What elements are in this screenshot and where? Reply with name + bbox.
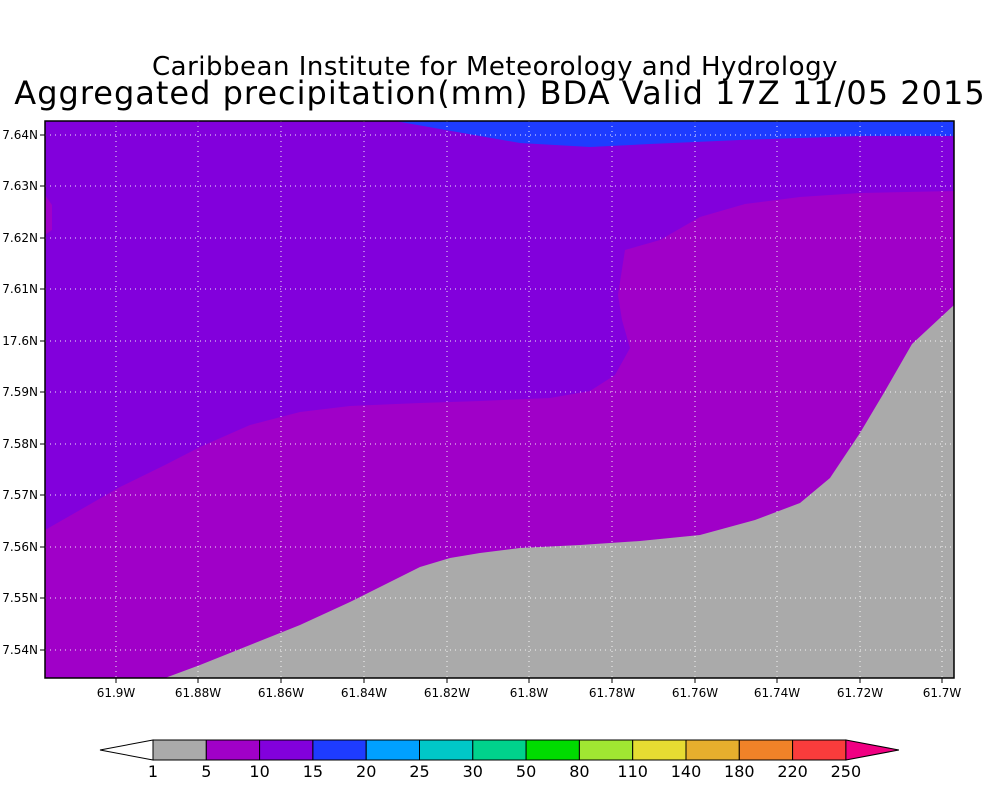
colorbar-under-arrow [99,739,154,761]
map-frame [44,120,955,679]
colorbar-segment [792,739,847,761]
colorbar-label: 110 [617,762,648,781]
lon-tick-label: 61.9W [97,686,136,700]
colorbar-segment [578,739,634,761]
colorbar-segment [152,739,207,761]
colorbar-label: 140 [671,762,702,781]
latitude-axis: 7.64N 7.63N 7.62N 7.61N 17.6N 7.59N 7.58N 7.57N… [2,128,45,657]
lon-tick-label: 61.76W [672,686,718,700]
colorbar-segment [525,739,580,761]
region-1-5mm [165,305,954,678]
lat-tick-label: 7.62N [2,231,38,245]
lat-tick-label: 7.64N [2,128,38,142]
colorbar-over-arrow [845,739,899,761]
colorbar-segment [632,739,687,761]
lat-tick-label: 7.59N [2,385,38,399]
lat-tick-label: 7.63N [2,179,38,193]
lat-tick-label: 7.61N [2,282,38,296]
colorbar-label: 220 [777,762,808,781]
colorbar-label: 80 [569,762,589,781]
institution-title: Caribbean Institute for Meteorology and … [152,52,838,82]
colorbar-label: 50 [516,762,536,781]
lon-tick-label: 61.8W [510,686,549,700]
colorbar-segment [419,739,474,761]
region-5-10mm-edge [45,195,52,235]
longitude-axis: 61.9W 61.88W 61.86W 61.84W 61.82W 61.8W 61.78W… [97,678,962,700]
colorbar-label: 5 [201,762,211,781]
colorbar-label: 250 [831,762,862,781]
lon-tick-label: 61.7W [923,686,962,700]
colorbar-segment [205,739,261,761]
colorbar-label: 25 [409,762,429,781]
lat-tick-label: 7.57N [2,488,38,502]
lat-tick-label: 7.55N [2,591,38,605]
lon-tick-label: 61.74W [754,686,800,700]
lon-tick-label: 61.88W [175,686,221,700]
colorbar-label: 30 [463,762,483,781]
map-field [45,121,954,678]
colorbar-segment [472,739,527,761]
region-15-20mm [395,121,954,147]
lon-tick-label: 61.78W [589,686,635,700]
colorbar-label: 15 [303,762,323,781]
colorbar-segment [685,739,740,761]
colorbar-segment [312,739,367,761]
lat-tick-label: 17.6N [2,334,38,348]
colorbar-segment [738,739,794,761]
colorbar-label: 10 [249,762,269,781]
product-title: Aggregated precipitation(mm) BDA Valid 1… [14,74,986,112]
lat-tick-label: 7.56N [2,540,38,554]
colorbar-segment [365,739,421,761]
lat-tick-label: 7.58N [2,437,38,451]
lat-tick-label: 7.54N [2,643,38,657]
colorbar-label: 1 [148,762,158,781]
lon-tick-label: 61.82W [424,686,470,700]
colorbar-label: 180 [724,762,755,781]
colorbar-segment [259,739,314,761]
colorbar: 1 5 10 15 20 25 30 50 80 110 140 180 220 250 [99,739,899,781]
lon-tick-label: 61.84W [341,686,387,700]
lon-tick-label: 61.86W [258,686,304,700]
colorbar-label: 20 [356,762,376,781]
lon-tick-label: 61.72W [837,686,883,700]
